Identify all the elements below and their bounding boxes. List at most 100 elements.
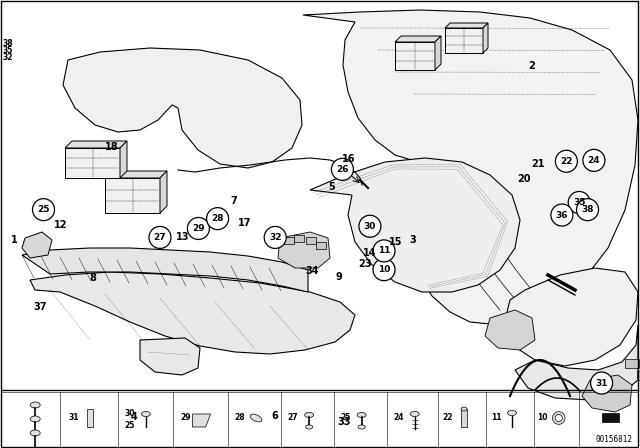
PathPatch shape <box>22 232 52 258</box>
Ellipse shape <box>305 413 314 418</box>
Text: 21: 21 <box>531 159 545 168</box>
Text: 4: 4 <box>131 412 138 422</box>
Text: 11: 11 <box>378 246 390 255</box>
Ellipse shape <box>358 425 365 429</box>
Ellipse shape <box>305 425 313 429</box>
Text: 22: 22 <box>443 414 453 422</box>
PathPatch shape <box>63 48 302 168</box>
Text: 17: 17 <box>237 218 252 228</box>
Text: 14: 14 <box>363 248 377 258</box>
PathPatch shape <box>303 10 638 325</box>
Text: 24: 24 <box>394 414 404 422</box>
Circle shape <box>583 149 605 172</box>
Text: 8: 8 <box>90 273 96 283</box>
Text: 2: 2 <box>528 61 534 71</box>
PathPatch shape <box>105 178 160 213</box>
Text: 36: 36 <box>556 211 568 220</box>
PathPatch shape <box>140 338 200 375</box>
Ellipse shape <box>30 430 40 436</box>
Circle shape <box>373 240 395 262</box>
Ellipse shape <box>508 410 516 415</box>
Text: 10: 10 <box>378 265 390 274</box>
PathPatch shape <box>120 141 127 178</box>
Bar <box>316 242 326 249</box>
Bar <box>461 409 467 427</box>
Circle shape <box>188 217 209 240</box>
PathPatch shape <box>160 171 167 213</box>
Text: 12: 12 <box>54 220 68 230</box>
Ellipse shape <box>141 412 150 417</box>
Ellipse shape <box>410 412 419 417</box>
Text: 31: 31 <box>595 379 608 388</box>
Bar <box>306 237 316 244</box>
PathPatch shape <box>483 23 488 53</box>
Bar <box>294 235 304 242</box>
Text: 32: 32 <box>3 53 13 62</box>
Circle shape <box>591 372 612 394</box>
PathPatch shape <box>435 36 441 70</box>
Text: 25: 25 <box>340 414 351 422</box>
Text: 35: 35 <box>573 198 586 207</box>
Circle shape <box>556 150 577 172</box>
Circle shape <box>551 204 573 226</box>
PathPatch shape <box>505 268 638 366</box>
PathPatch shape <box>485 310 535 350</box>
Text: 1: 1 <box>11 235 17 245</box>
PathPatch shape <box>310 158 520 292</box>
Circle shape <box>33 198 54 221</box>
Circle shape <box>264 226 286 249</box>
Text: 6: 6 <box>272 411 278 421</box>
Text: 25: 25 <box>37 205 50 214</box>
Circle shape <box>568 191 590 214</box>
Bar <box>625 359 639 368</box>
PathPatch shape <box>65 148 120 178</box>
Ellipse shape <box>250 414 262 422</box>
Text: 18: 18 <box>105 142 119 152</box>
Text: 3: 3 <box>410 235 416 245</box>
Text: 38: 38 <box>3 39 13 48</box>
Text: 35: 35 <box>3 46 13 55</box>
Text: 33: 33 <box>337 417 351 427</box>
Circle shape <box>207 207 228 230</box>
Text: 25: 25 <box>125 421 135 430</box>
Text: 30: 30 <box>125 409 135 418</box>
Text: 38: 38 <box>581 205 594 214</box>
Bar <box>86 409 93 427</box>
Ellipse shape <box>461 407 467 411</box>
PathPatch shape <box>515 325 638 400</box>
Text: 37: 37 <box>33 302 47 312</box>
PathPatch shape <box>22 248 308 292</box>
Ellipse shape <box>357 413 366 418</box>
Text: 16: 16 <box>342 154 356 164</box>
Circle shape <box>149 226 171 249</box>
Text: 24: 24 <box>588 156 600 165</box>
PathPatch shape <box>30 272 355 354</box>
Circle shape <box>373 258 395 281</box>
Ellipse shape <box>30 402 40 408</box>
PathPatch shape <box>445 28 483 53</box>
Text: 22: 22 <box>560 157 573 166</box>
Text: 30: 30 <box>364 222 376 231</box>
Circle shape <box>359 215 381 237</box>
Text: 28: 28 <box>235 414 245 422</box>
PathPatch shape <box>395 42 435 70</box>
Text: 27: 27 <box>288 414 298 422</box>
PathPatch shape <box>65 141 127 148</box>
Text: 11: 11 <box>491 414 501 422</box>
Text: 15: 15 <box>388 237 403 247</box>
Text: 28: 28 <box>211 214 224 223</box>
PathPatch shape <box>582 375 632 412</box>
Text: 5: 5 <box>328 182 335 192</box>
Text: 27: 27 <box>154 233 166 242</box>
PathPatch shape <box>193 414 211 427</box>
PathPatch shape <box>395 36 441 42</box>
Text: 7: 7 <box>230 196 237 206</box>
PathPatch shape <box>105 171 167 178</box>
Bar <box>602 414 619 422</box>
Text: 20: 20 <box>516 174 531 184</box>
Text: 13: 13 <box>175 233 189 242</box>
Text: 9: 9 <box>336 272 342 282</box>
Text: 26: 26 <box>336 165 349 174</box>
Text: 23: 23 <box>358 259 372 269</box>
Text: 34: 34 <box>305 266 319 276</box>
